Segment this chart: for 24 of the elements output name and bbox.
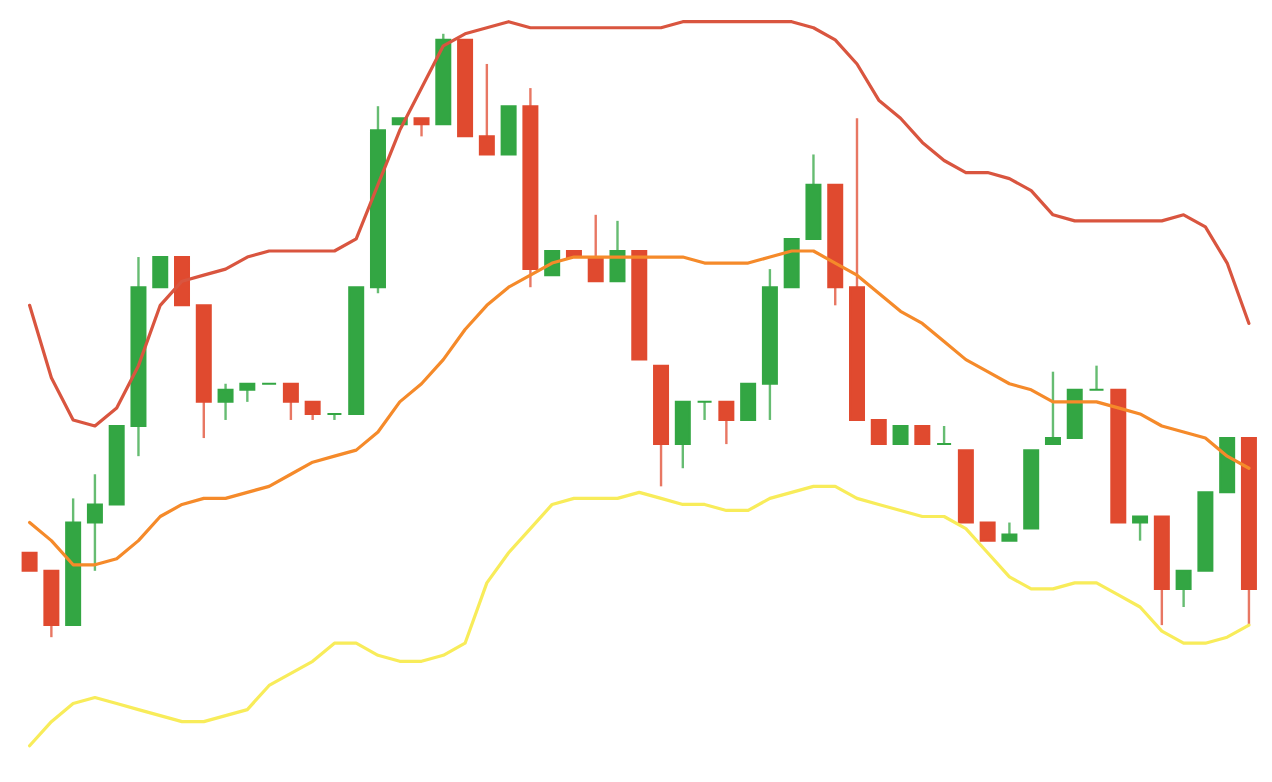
- candlestick: [1044, 370, 1061, 446]
- candlestick: [413, 117, 430, 138]
- candlestick: [21, 551, 38, 572]
- candlestick: [936, 424, 953, 446]
- candlestick: [1088, 364, 1105, 391]
- candlestick: [740, 382, 757, 421]
- candlestick: [217, 382, 234, 422]
- candlestick: [1001, 521, 1018, 542]
- candlestick: [914, 425, 931, 446]
- candlestick: [674, 400, 691, 470]
- candlestick: [304, 400, 321, 422]
- candlestick: [696, 400, 713, 422]
- candlestick: [718, 400, 735, 446]
- candlestick: [152, 256, 169, 289]
- candlestick: [326, 412, 343, 422]
- candlestick: [239, 382, 256, 404]
- candlestick: [478, 62, 495, 156]
- candlestick: [892, 425, 909, 446]
- candlestick: [1175, 569, 1192, 609]
- candlestick: [870, 418, 887, 446]
- candlestick: [979, 521, 996, 542]
- candlestick: [282, 382, 299, 422]
- candlestick: [1132, 515, 1149, 542]
- candlestick: [86, 473, 103, 573]
